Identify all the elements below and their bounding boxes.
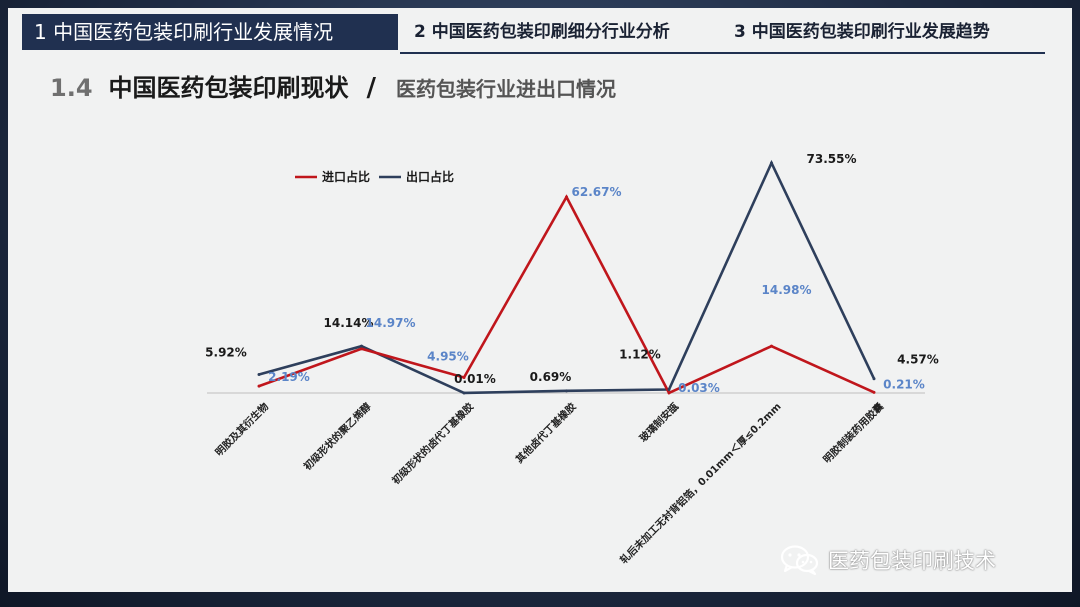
legend-import-label: 进口占比	[322, 169, 370, 184]
export-data-label: 5.92%	[205, 345, 247, 359]
export-point	[770, 161, 773, 165]
import-data-label: 4.95%	[427, 350, 469, 364]
header-divider	[400, 52, 1045, 54]
import-point	[770, 344, 773, 348]
tab-segment-analysis[interactable]: 2 中国医药包装印刷细分行业分析	[414, 22, 670, 42]
export-data-label: 0.69%	[530, 370, 572, 384]
import-point	[257, 384, 261, 388]
title-separator: /	[366, 73, 377, 103]
import-point	[360, 347, 363, 351]
legend-export-label: 出口占比	[406, 169, 454, 184]
export-point	[360, 344, 363, 348]
tab-development-trend[interactable]: 3 中国医药包装印刷行业发展趋势	[734, 22, 990, 42]
export-data-label: 1.12%	[619, 347, 661, 361]
export-data-label: 73.55%	[807, 152, 857, 166]
section-heading: 1.4 中国医药包装印刷现状 / 医药包装行业进出口情况	[50, 68, 616, 108]
export-point	[872, 377, 876, 381]
export-point	[565, 389, 568, 393]
section-title: 中国医药包装印刷现状	[108, 74, 349, 102]
watermark-text: 医药包装印刷技术	[828, 549, 996, 573]
import-point	[565, 195, 568, 199]
export-data-label: 0.01%	[454, 372, 496, 386]
x-tick-label: 明胶制装药用胶囊	[820, 399, 886, 465]
x-tick-label: 其他卤代丁基橡胶	[513, 400, 579, 466]
section-subtitle: 医药包装行业进出口情况	[396, 77, 617, 101]
export-data-label: 14.97%	[366, 316, 416, 330]
section-number: 1.4	[50, 74, 93, 102]
import-point	[462, 376, 466, 380]
export-point	[462, 391, 466, 395]
x-tick-label: 初级形状的聚乙烯醇	[301, 400, 374, 473]
x-tick-label: 初级形状的卤代丁基橡胶	[389, 400, 476, 487]
import-data-label: 14.14%	[324, 316, 374, 330]
x-tick-label: 明胶及其衍生物	[212, 400, 271, 459]
import-data-label: 0.03%	[678, 381, 720, 395]
watermark: 医药包装印刷技术	[780, 542, 996, 578]
import-data-label: 14.98%	[762, 283, 812, 297]
export-point	[257, 372, 261, 376]
import-point	[667, 391, 671, 395]
import-data-label: 62.67%	[572, 185, 622, 199]
tab-development-status[interactable]: 1 中国医药包装印刷行业发展情况	[22, 14, 398, 50]
import-data-label: 2.19%	[268, 370, 310, 384]
import-data-label: 0.21%	[883, 377, 925, 391]
x-tick-label: 轧后未加工无衬背铝箔，0.01mm＜厚≤0.2mm	[617, 400, 783, 566]
slide-panel	[8, 8, 1072, 592]
x-tick-label: 玻璃制安瓿	[637, 400, 682, 445]
wechat-icon	[780, 545, 819, 576]
export-point	[667, 387, 671, 391]
import-point	[872, 390, 876, 394]
export-data-label: 4.57%	[897, 353, 939, 367]
